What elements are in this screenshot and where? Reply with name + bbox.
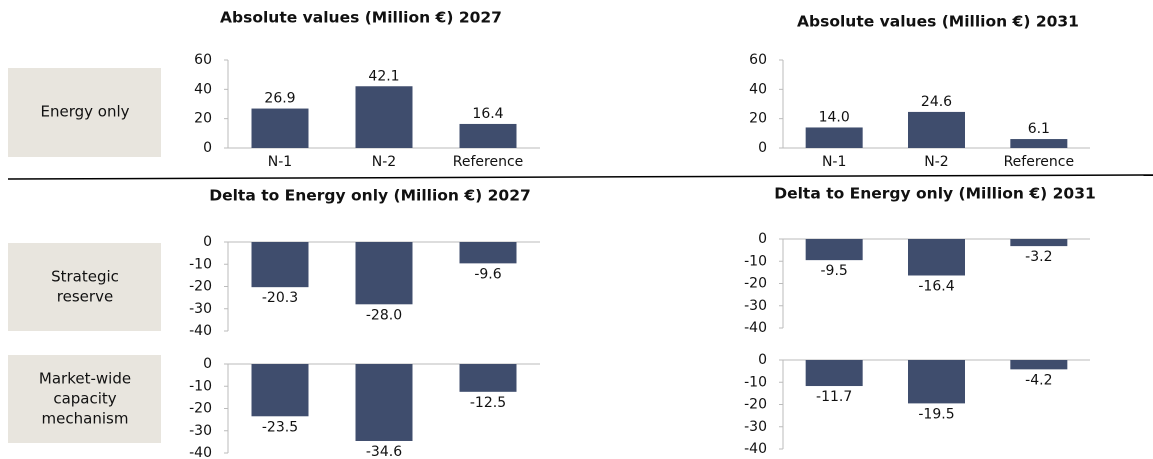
y-tick-label: -30 bbox=[744, 419, 767, 435]
y-tick-label: -30 bbox=[744, 298, 767, 314]
data-label: 26.9 bbox=[264, 91, 295, 107]
bar bbox=[459, 242, 517, 264]
row-label: mechanism bbox=[42, 410, 129, 428]
y-tick-label: -40 bbox=[189, 323, 212, 339]
bar bbox=[908, 111, 965, 148]
section-title: Delta to Energy only (Million €) 2031 bbox=[774, 185, 1096, 203]
y-tick-label: -30 bbox=[189, 301, 212, 317]
y-tick-label: 20 bbox=[749, 111, 767, 127]
data-label: 42.1 bbox=[368, 68, 399, 84]
data-label: -9.5 bbox=[821, 263, 848, 279]
data-label: 14.0 bbox=[819, 109, 850, 125]
y-tick-label: 20 bbox=[194, 111, 212, 127]
bar bbox=[459, 364, 517, 392]
y-tick-label: -20 bbox=[744, 276, 767, 292]
data-label: -4.2 bbox=[1025, 372, 1052, 388]
y-tick-label: 60 bbox=[749, 52, 767, 68]
bar bbox=[251, 242, 309, 288]
y-tick-label: -10 bbox=[189, 256, 212, 272]
data-label: -3.2 bbox=[1025, 249, 1052, 265]
data-label: 6.1 bbox=[1028, 121, 1050, 137]
data-label: -23.5 bbox=[262, 419, 298, 435]
y-tick-label: -40 bbox=[744, 320, 767, 336]
y-tick-label: -20 bbox=[744, 397, 767, 413]
divider bbox=[7, 174, 1153, 180]
bar bbox=[251, 364, 309, 417]
bar bbox=[805, 239, 863, 261]
y-tick-label: 0 bbox=[758, 352, 767, 368]
y-tick-label: 40 bbox=[749, 81, 767, 97]
y-tick-label: -10 bbox=[744, 374, 767, 390]
data-label: -11.7 bbox=[816, 389, 852, 405]
y-tick-label: -20 bbox=[189, 401, 212, 417]
bar bbox=[459, 123, 517, 148]
y-tick-label: -10 bbox=[744, 253, 767, 269]
y-tick-label: 0 bbox=[203, 356, 212, 372]
data-label: -16.4 bbox=[918, 278, 954, 294]
x-tick-label: N-2 bbox=[924, 154, 948, 170]
bar bbox=[908, 239, 965, 276]
y-tick-label: 0 bbox=[758, 140, 767, 156]
bar bbox=[805, 360, 863, 387]
section-title: Delta to Energy only (Million €) 2027 bbox=[209, 187, 531, 205]
data-label: -20.3 bbox=[262, 290, 298, 306]
bar bbox=[355, 86, 413, 148]
data-label: -12.5 bbox=[470, 395, 506, 411]
x-tick-label: N-1 bbox=[822, 154, 846, 170]
y-tick-label: -40 bbox=[744, 441, 767, 457]
y-tick-label: 40 bbox=[194, 81, 212, 97]
data-label: 24.6 bbox=[921, 94, 952, 110]
bar bbox=[805, 127, 863, 148]
row-label-box bbox=[8, 243, 161, 331]
y-tick-label: -30 bbox=[189, 423, 212, 439]
data-label: -34.6 bbox=[366, 444, 402, 459]
row-label: Strategic bbox=[51, 268, 119, 286]
bar bbox=[908, 360, 965, 404]
row-label: capacity bbox=[53, 390, 116, 408]
bar bbox=[1010, 360, 1068, 370]
y-tick-label: 0 bbox=[758, 231, 767, 247]
bar bbox=[355, 242, 413, 305]
y-tick-label: -10 bbox=[189, 378, 212, 394]
section-title: Absolute values (Million €) 2031 bbox=[797, 13, 1079, 31]
data-label: -19.5 bbox=[918, 406, 954, 422]
row-label-box bbox=[8, 355, 161, 443]
bar bbox=[355, 364, 413, 441]
bar bbox=[251, 108, 309, 148]
y-tick-label: 60 bbox=[194, 52, 212, 68]
data-label: -28.0 bbox=[366, 307, 402, 323]
y-tick-label: 0 bbox=[203, 234, 212, 250]
y-tick-label: 0 bbox=[203, 140, 212, 156]
x-tick-label: Reference bbox=[453, 154, 524, 170]
section-title: Absolute values (Million €) 2027 bbox=[220, 9, 502, 27]
y-tick-label: -20 bbox=[189, 279, 212, 295]
bar bbox=[1010, 239, 1068, 247]
x-tick-label: Reference bbox=[1004, 154, 1075, 170]
row-label: Market-wide bbox=[39, 370, 131, 388]
x-tick-label: N-2 bbox=[372, 154, 396, 170]
row-label-box bbox=[8, 68, 161, 157]
row-label: reserve bbox=[57, 288, 113, 306]
data-label: 16.4 bbox=[472, 106, 503, 122]
data-label: -9.6 bbox=[474, 266, 501, 282]
y-tick-label: -40 bbox=[189, 445, 212, 459]
bar bbox=[1010, 139, 1068, 148]
row-label: Energy only bbox=[40, 103, 129, 121]
x-tick-label: N-1 bbox=[268, 154, 292, 170]
